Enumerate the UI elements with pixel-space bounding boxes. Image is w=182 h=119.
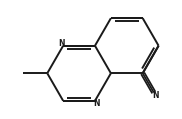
Text: N: N (152, 91, 159, 100)
Text: N: N (59, 39, 65, 48)
Text: N: N (93, 99, 100, 108)
